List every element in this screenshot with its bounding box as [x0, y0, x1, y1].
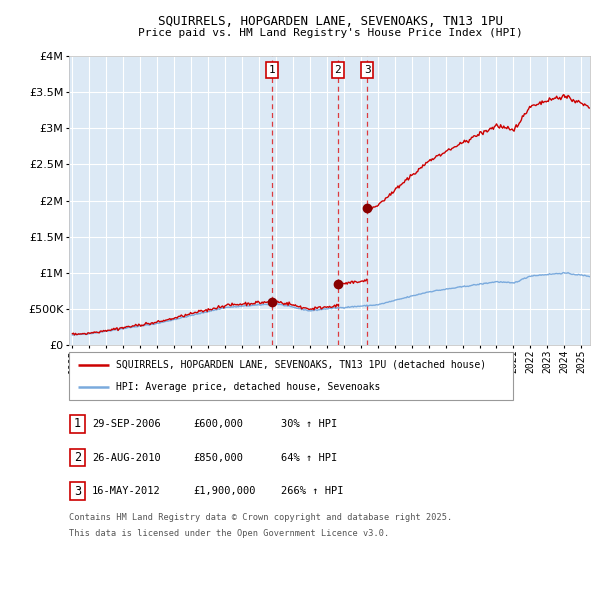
- Text: Contains HM Land Registry data © Crown copyright and database right 2025.: Contains HM Land Registry data © Crown c…: [69, 513, 452, 522]
- Text: 64% ↑ HPI: 64% ↑ HPI: [281, 453, 337, 463]
- Text: 1: 1: [268, 65, 275, 75]
- Text: 26-AUG-2010: 26-AUG-2010: [92, 453, 161, 463]
- Text: 16-MAY-2012: 16-MAY-2012: [92, 486, 161, 496]
- Text: 1: 1: [74, 417, 81, 431]
- Text: HPI: Average price, detached house, Sevenoaks: HPI: Average price, detached house, Seve…: [116, 382, 380, 392]
- Text: This data is licensed under the Open Government Licence v3.0.: This data is licensed under the Open Gov…: [69, 529, 389, 538]
- Text: Price paid vs. HM Land Registry's House Price Index (HPI): Price paid vs. HM Land Registry's House …: [137, 28, 523, 38]
- Text: 29-SEP-2006: 29-SEP-2006: [92, 419, 161, 429]
- Text: £850,000: £850,000: [194, 453, 244, 463]
- Text: 2: 2: [335, 65, 341, 75]
- Text: SQUIRRELS, HOPGARDEN LANE, SEVENOAKS, TN13 1PU (detached house): SQUIRRELS, HOPGARDEN LANE, SEVENOAKS, TN…: [116, 360, 486, 370]
- Text: £600,000: £600,000: [194, 419, 244, 429]
- Text: 3: 3: [364, 65, 371, 75]
- Text: 266% ↑ HPI: 266% ↑ HPI: [281, 486, 343, 496]
- Text: £1,900,000: £1,900,000: [194, 486, 256, 496]
- Text: 2: 2: [74, 451, 81, 464]
- Text: SQUIRRELS, HOPGARDEN LANE, SEVENOAKS, TN13 1PU: SQUIRRELS, HOPGARDEN LANE, SEVENOAKS, TN…: [157, 15, 503, 28]
- Text: 3: 3: [74, 484, 81, 498]
- Text: 30% ↑ HPI: 30% ↑ HPI: [281, 419, 337, 429]
